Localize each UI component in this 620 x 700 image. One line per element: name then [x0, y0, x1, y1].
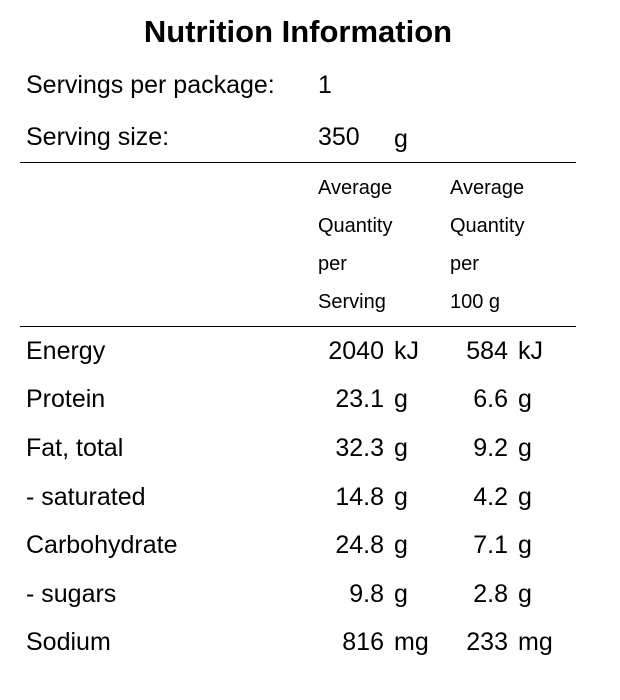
per100-unit: g: [518, 531, 532, 559]
per100-value: 9.2: [473, 434, 508, 462]
header-line: 100 g: [450, 291, 501, 313]
per100-value: 233: [466, 628, 508, 656]
nutrient-label: - sugars: [26, 580, 117, 608]
serving-unit: g: [394, 385, 408, 413]
serving-unit: kJ: [394, 337, 419, 365]
serving-unit: g: [394, 580, 408, 608]
nutrient-label: Fat, total: [26, 434, 124, 462]
serving-value: 9.8: [349, 580, 384, 608]
header-line: Quantity: [450, 215, 525, 237]
serving-value: 2040: [328, 337, 384, 365]
per100-unit: mg: [518, 628, 553, 656]
serving-value: 24.8: [335, 531, 384, 559]
serving-size-value: 350: [318, 123, 360, 151]
per100-unit: g: [518, 580, 532, 608]
header-line: Average: [450, 177, 525, 199]
serving-value: 816: [342, 628, 384, 656]
serving-value: 23.1: [335, 385, 384, 413]
servings-per-package-value: 1: [318, 71, 332, 99]
serving-unit: mg: [394, 628, 429, 656]
serving-unit: g: [394, 434, 408, 462]
per100-value: 4.2: [473, 483, 508, 511]
per100-value: 584: [466, 337, 508, 365]
serving-value: 32.3: [335, 434, 384, 462]
per100-value: 2.8: [473, 580, 508, 608]
per100-unit: g: [518, 434, 532, 462]
nutrient-label: Protein: [26, 385, 106, 413]
panel-title: Nutrition Information: [143, 14, 453, 49]
per100-unit: g: [518, 483, 532, 511]
header-line: Average: [318, 177, 393, 199]
nutrient-label: Sodium: [26, 628, 111, 656]
per100-unit: g: [518, 385, 532, 413]
serving-unit: g: [394, 483, 408, 511]
header-line: per: [450, 253, 479, 275]
per100-value: 6.6: [473, 385, 508, 413]
header-line: Serving: [318, 291, 386, 313]
per100-unit: kJ: [518, 337, 543, 365]
nutrient-label: - saturated: [26, 483, 146, 511]
per100-value: 7.1: [473, 531, 508, 559]
serving-unit: g: [394, 531, 408, 559]
nutrient-label: Energy: [26, 337, 106, 365]
servings-per-package-label: Servings per package:: [26, 71, 275, 99]
nutrient-label: Carbohydrate: [26, 531, 178, 559]
header-line: per: [318, 253, 347, 275]
serving-size-unit: g: [394, 125, 408, 153]
header-top-divider: [20, 162, 576, 163]
header-bottom-divider: [20, 326, 576, 327]
serving-value: 14.8: [335, 483, 384, 511]
serving-size-label: Serving size:: [26, 123, 170, 151]
header-line: Quantity: [318, 215, 393, 237]
